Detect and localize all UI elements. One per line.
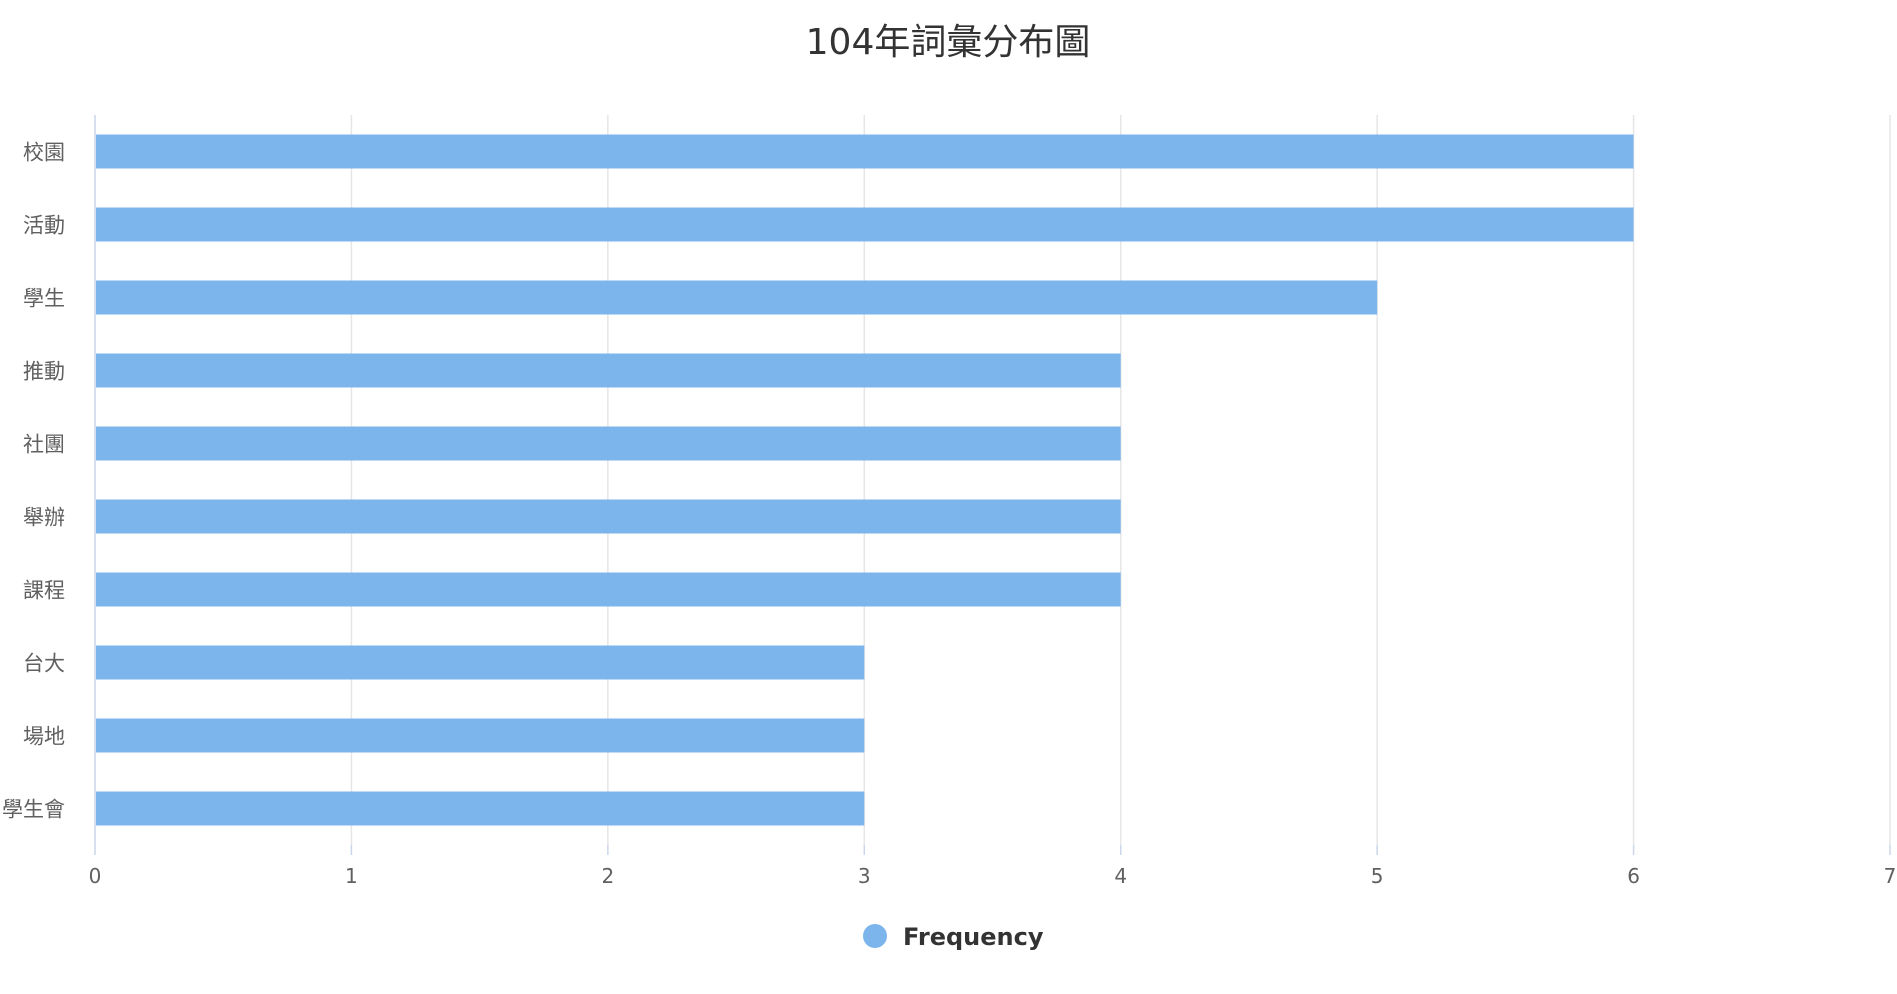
bar[interactable] (96, 207, 1634, 242)
x-tick-label: 3 (858, 864, 871, 888)
legend[interactable]: Frequency (863, 923, 1044, 951)
y-category-label: 學生 (23, 287, 65, 311)
y-category-label: 場地 (23, 725, 65, 749)
y-category-label: 課程 (23, 579, 65, 603)
bar[interactable] (96, 718, 865, 753)
x-tick-label: 6 (1627, 864, 1640, 888)
bar[interactable] (96, 426, 1121, 461)
bar[interactable] (96, 280, 1378, 315)
y-category-label: 推動 (23, 360, 65, 384)
y-category-label: 校園 (23, 141, 65, 165)
x-tick-label: 7 (1884, 864, 1897, 888)
bars (96, 134, 1634, 826)
x-tick-label: 4 (1114, 864, 1127, 888)
bar[interactable] (96, 353, 1121, 388)
bar[interactable] (96, 645, 865, 680)
y-category-label: 活動 (23, 214, 65, 238)
y-category-label: 台大 (23, 652, 65, 676)
y-category-label: 學生會 (2, 798, 65, 822)
bar[interactable] (96, 499, 1121, 534)
x-tick-label: 2 (601, 864, 614, 888)
legend-marker[interactable] (863, 924, 887, 948)
y-category-label: 社團 (23, 433, 65, 457)
x-tick-label: 0 (89, 864, 102, 888)
bar[interactable] (96, 572, 1121, 607)
chart-title: 104年詞彙分布圖 (806, 22, 1091, 63)
y-category-label: 舉辦 (23, 506, 65, 530)
x-tick-label: 1 (345, 864, 358, 888)
bar[interactable] (96, 134, 1634, 169)
legend-label-frequency[interactable]: Frequency (903, 923, 1044, 951)
x-tick-label: 5 (1371, 864, 1384, 888)
bar[interactable] (96, 791, 865, 826)
